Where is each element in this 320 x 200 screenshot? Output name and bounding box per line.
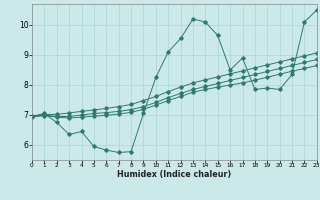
X-axis label: Humidex (Indice chaleur): Humidex (Indice chaleur) bbox=[117, 170, 232, 179]
